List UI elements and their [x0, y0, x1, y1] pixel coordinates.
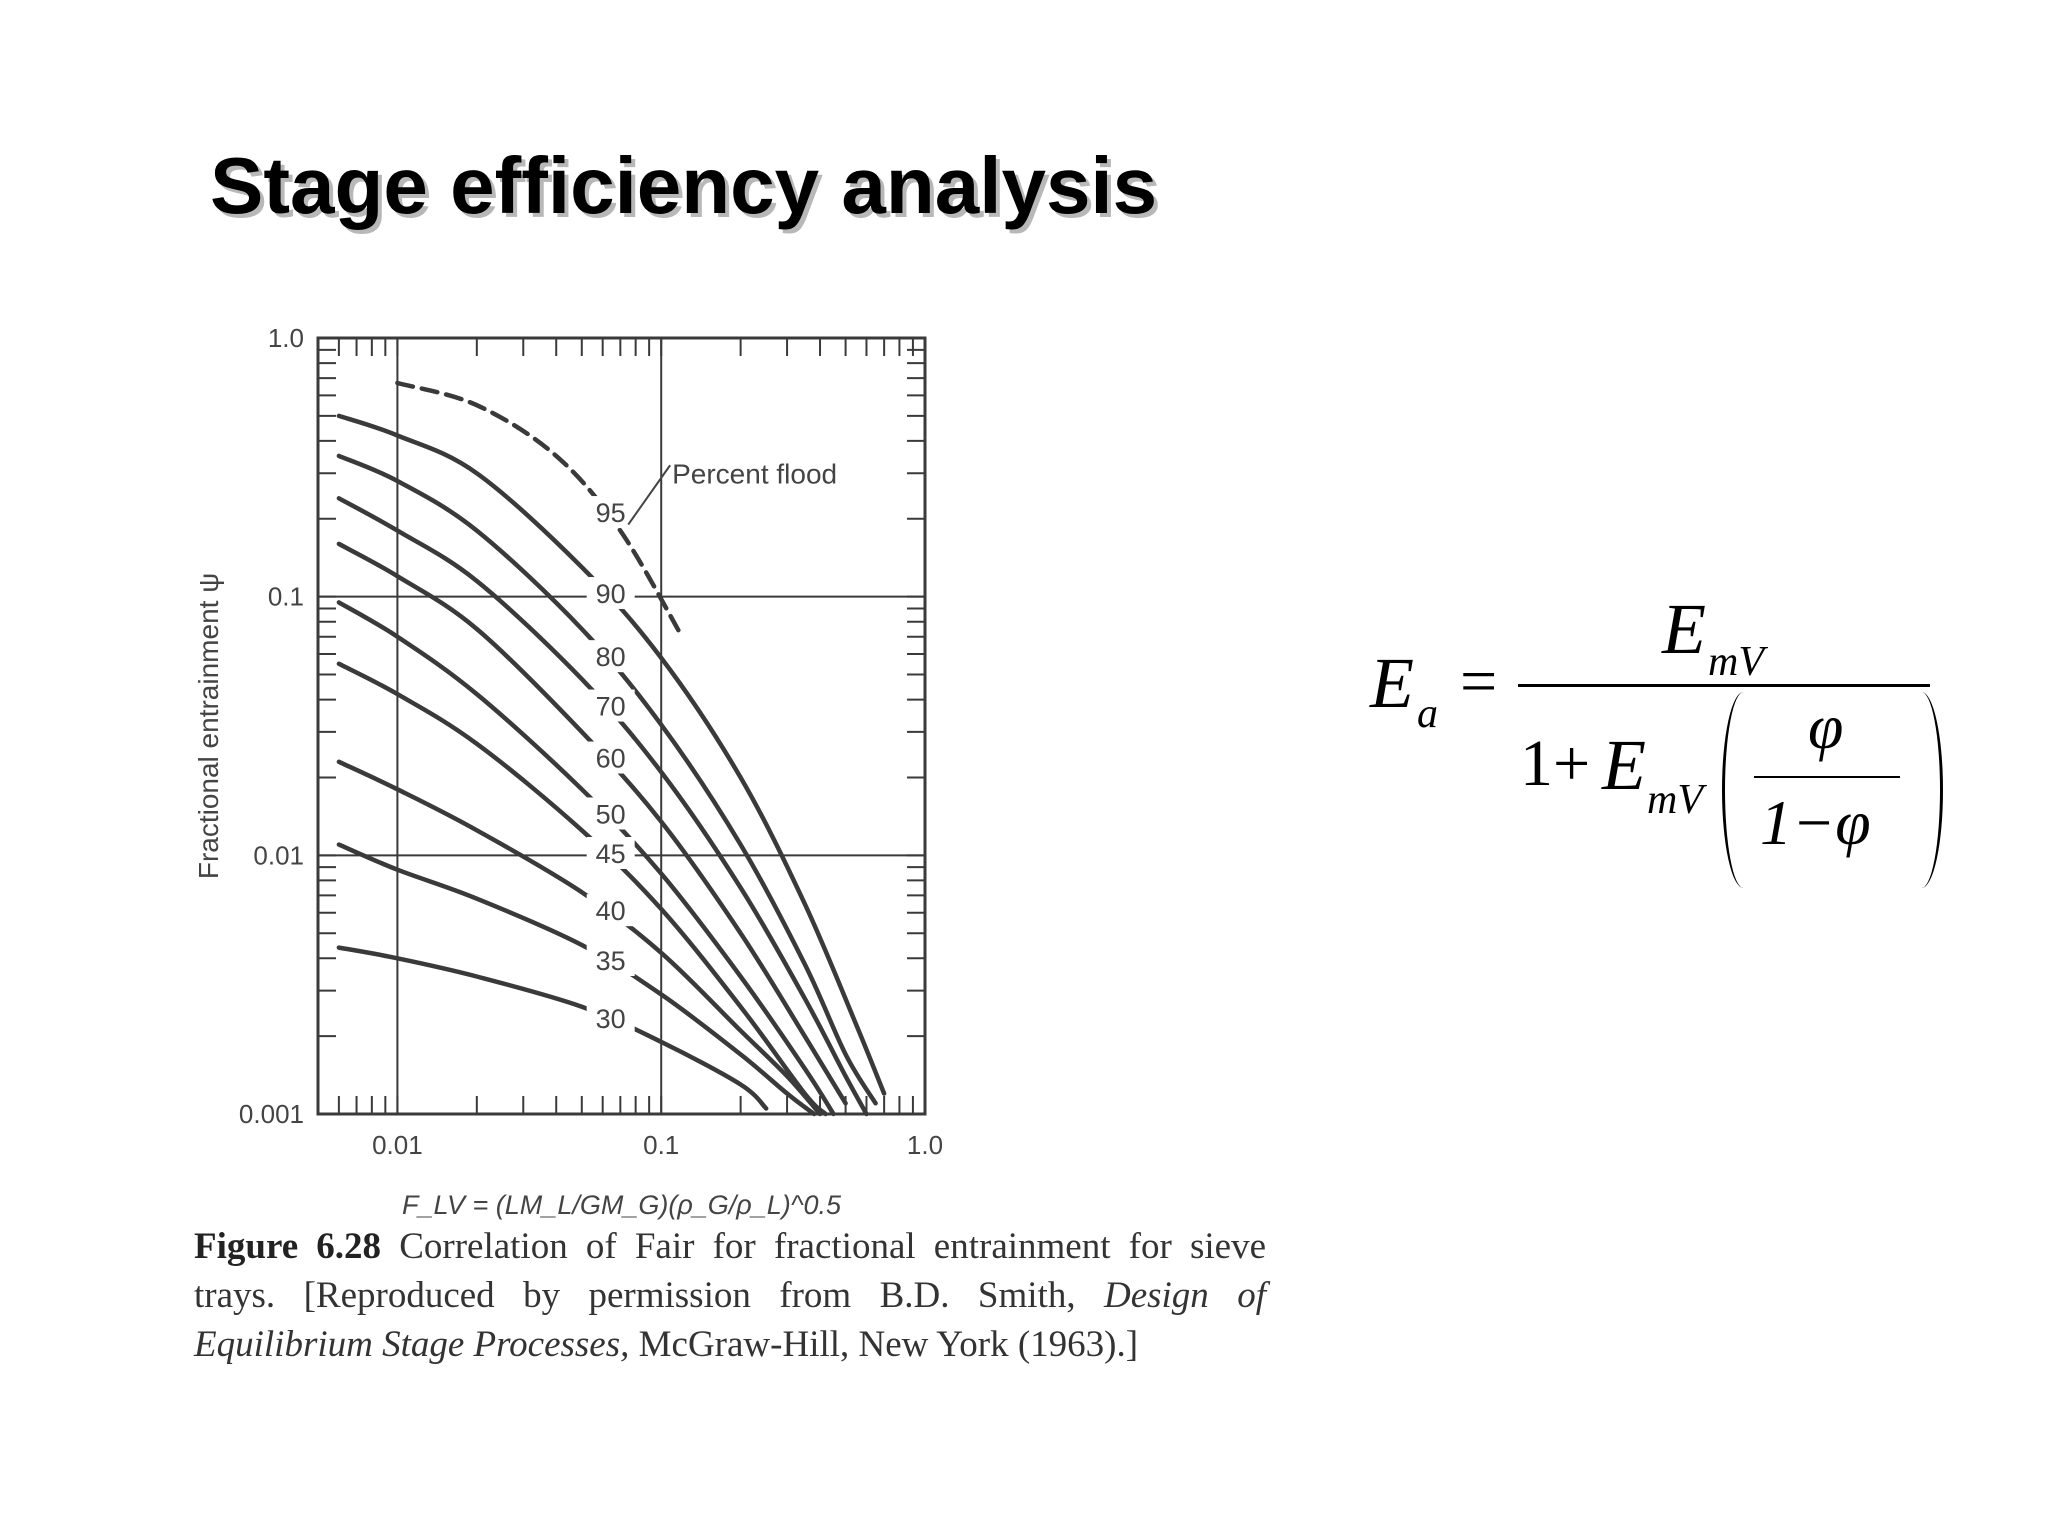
y-tick-label-1: 0.1 — [268, 582, 304, 612]
x-tick-label-0: 0.01 — [372, 1130, 423, 1160]
series-label-90: 90 — [596, 579, 626, 609]
formula-main-fraction-bar — [1518, 684, 1930, 687]
formula-left-paren — [1722, 692, 1765, 888]
caption-text-b: McGraw-Hill, New York (1963).] — [638, 1324, 1139, 1365]
formula-inner-num: φ — [1808, 691, 1844, 762]
series-label-bg-80 — [586, 640, 635, 673]
formula-lhs-sub: a — [1417, 691, 1438, 737]
x-tick-label-1: 0.1 — [643, 1130, 679, 1160]
formula-lhs-letter: E — [1370, 643, 1414, 723]
percent-flood-leader — [627, 464, 671, 526]
y-tick-label-2: 0.01 — [253, 840, 304, 870]
plot-area — [316, 336, 927, 1116]
series-line-50 — [336, 600, 836, 1117]
tick-labels: 0.01 0.1 1.0 1.0 0.1 0.01 0.001 F_LV = (LM_L/GM… — [193, 323, 943, 1220]
series-line-70 — [336, 496, 869, 1117]
series-label-35: 35 — [596, 946, 626, 976]
tick-marks — [317, 338, 925, 1115]
y-tick-label-0: 1.0 — [268, 323, 304, 353]
x-tick-label-2: 1.0 — [907, 1130, 943, 1160]
figure-label: Figure 6.28 — [194, 1226, 382, 1267]
series-label-bg-50 — [586, 797, 635, 830]
formula-inner-fraction-bar — [1754, 776, 1900, 778]
series-line-60 — [336, 541, 848, 1106]
series-label-bg-30 — [586, 1001, 635, 1034]
series-label-bg-35 — [586, 944, 635, 977]
caption-book-title: Design of Equilibrium Stage Processes, — [194, 1275, 1266, 1365]
slide-title: Stage efficiency analysis — [210, 141, 1158, 230]
formula-num-letter: E — [1662, 589, 1706, 669]
formula-inner-den: 1−φ — [1760, 787, 1871, 858]
series-label-30: 30 — [596, 1004, 626, 1034]
y-axis-label: Fractional entrainment ψ — [193, 573, 224, 879]
series-label-bg-60 — [586, 741, 635, 774]
formula-equals: = — [1460, 645, 1498, 718]
formula-right-paren — [1900, 692, 1943, 888]
series-label-50: 50 — [596, 799, 626, 829]
series-label-70: 70 — [596, 692, 626, 722]
series-label-40: 40 — [596, 896, 626, 926]
series-label-45: 45 — [596, 839, 626, 869]
caption-text-a: Correlation of Fair for fractional entra… — [194, 1226, 1266, 1316]
efficiency-formula: E a = E mV 1+ E mV φ 1−φ — [1350, 589, 1950, 900]
series-label-60: 60 — [596, 744, 626, 774]
series-line-30 — [336, 945, 769, 1111]
series-label-bg-40 — [586, 894, 635, 927]
series-label-bg-95 — [586, 496, 635, 529]
series-label-80: 80 — [596, 642, 626, 672]
series-line-90 — [336, 413, 887, 1096]
formula-num-sub: mV — [1708, 639, 1764, 685]
annotations: Percent flood — [627, 458, 837, 526]
percent-flood-annotation: Percent flood — [672, 458, 837, 489]
formula-den-sub: mV — [1647, 777, 1703, 823]
plot-frame — [316, 336, 927, 1116]
figure-caption: Figure 6.28 Correlation of Fair for frac… — [194, 1222, 1266, 1369]
series-labels: 95 90 80 70 60 50 45 40 35 30 — [586, 496, 635, 1034]
series-label-bg-90 — [586, 577, 635, 610]
formula-den-letter: E — [1602, 725, 1646, 805]
x-axis-label: F_LV = (LM_L/GM_G)(ρ_G/ρ_L)^0.5 — [402, 1190, 842, 1220]
series-label-bg-45 — [586, 836, 635, 869]
series-label-95: 95 — [596, 498, 626, 528]
series-line-95 — [395, 380, 685, 639]
y-tick-label-3: 0.001 — [239, 1099, 304, 1129]
formula-den-one-plus: 1+ — [1520, 727, 1591, 800]
series-label-bg-70 — [586, 689, 635, 722]
series-line-80 — [336, 453, 878, 1106]
